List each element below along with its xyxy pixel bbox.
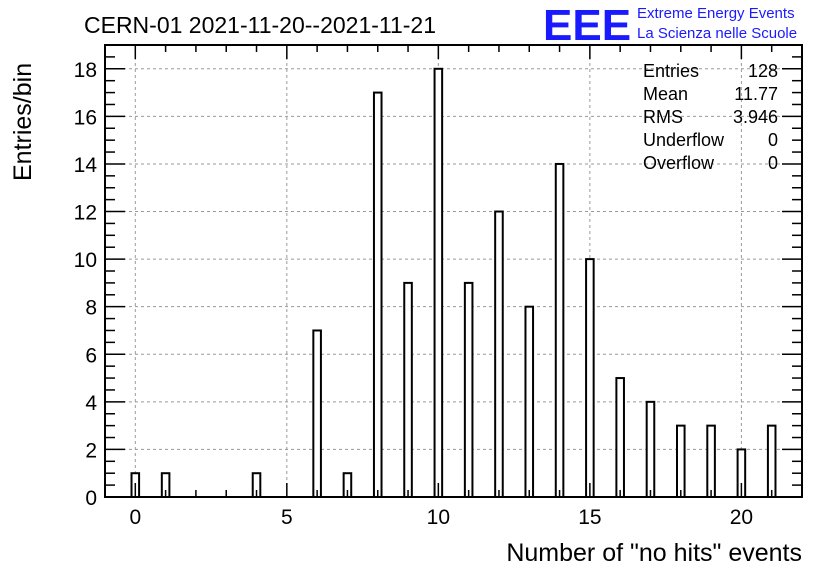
histogram-bar: [372, 91, 383, 498]
stats-value: 3.946: [733, 107, 778, 127]
y-tick-label: 4: [85, 392, 97, 415]
eee-logo-mark: EEE: [543, 1, 631, 50]
histogram-bar: [554, 162, 565, 499]
y-axis-label: Entries/bin: [9, 63, 37, 181]
histogram-bar: [675, 424, 686, 499]
stats-value: 11.77: [734, 84, 778, 104]
logo-line-2: La Scienza nelle Scuole: [637, 25, 797, 42]
stats-label: Overflow: [643, 153, 715, 173]
stats-value: 128: [748, 61, 778, 81]
axis-ticks: [104, 44, 803, 498]
histogram-bar: [463, 281, 474, 499]
chart-title: CERN-01 2021-11-20--2021-11-21: [84, 12, 436, 38]
histogram-bar: [494, 210, 504, 499]
x-tick-label: 5: [281, 506, 293, 529]
histogram-bar: [312, 329, 322, 499]
y-tick-label: 18: [74, 59, 97, 82]
y-tick-label: 0: [85, 487, 97, 510]
x-tick-label: 0: [129, 506, 141, 529]
histogram-bars: [130, 67, 777, 499]
histogram-bar: [585, 258, 595, 498]
histogram-bar: [433, 67, 444, 499]
stats-box: Entries 128 Mean 11.77 RMS 3.946 Underflow 0 Ove…: [643, 61, 778, 173]
stats-label: Mean: [643, 84, 688, 104]
x-tick-label: 20: [730, 506, 753, 529]
y-tick-label: 8: [85, 297, 97, 320]
y-tick-label: 12: [74, 202, 97, 225]
histogram-bar: [645, 400, 656, 498]
x-axis-label: Number of "no hits" events: [506, 539, 802, 567]
y-tick-label: 2: [85, 439, 97, 462]
y-tick-label: 16: [74, 106, 97, 129]
logo-line-1: Extreme Energy Events: [637, 5, 795, 22]
histogram-bar: [706, 424, 716, 499]
stats-value: 0: [768, 130, 778, 150]
stats-label: Entries: [643, 61, 699, 81]
stats-label: Underflow: [643, 130, 725, 150]
histogram-bar: [766, 424, 777, 499]
stats-label: RMS: [643, 107, 683, 127]
stats-value: 0: [768, 153, 778, 173]
y-tick-label: 14: [74, 154, 98, 177]
y-tick-label: 10: [74, 249, 97, 272]
y-tick-labels: 0 2 4 6 8 10 12 14 16 18: [74, 59, 98, 510]
grid-lines: [105, 45, 802, 498]
x-tick-label: 15: [578, 506, 601, 529]
x-tick-labels: 0 5 10 15 20: [129, 506, 753, 529]
histogram-bar: [403, 281, 413, 499]
x-tick-label: 10: [427, 506, 450, 529]
plot-frame: [104, 44, 803, 498]
eee-logo: EEE Extreme Energy Events La Scienza nel…: [543, 1, 797, 50]
histogram-bar: [615, 377, 625, 499]
y-tick-label: 6: [85, 344, 97, 367]
histogram-bar: [524, 305, 535, 498]
